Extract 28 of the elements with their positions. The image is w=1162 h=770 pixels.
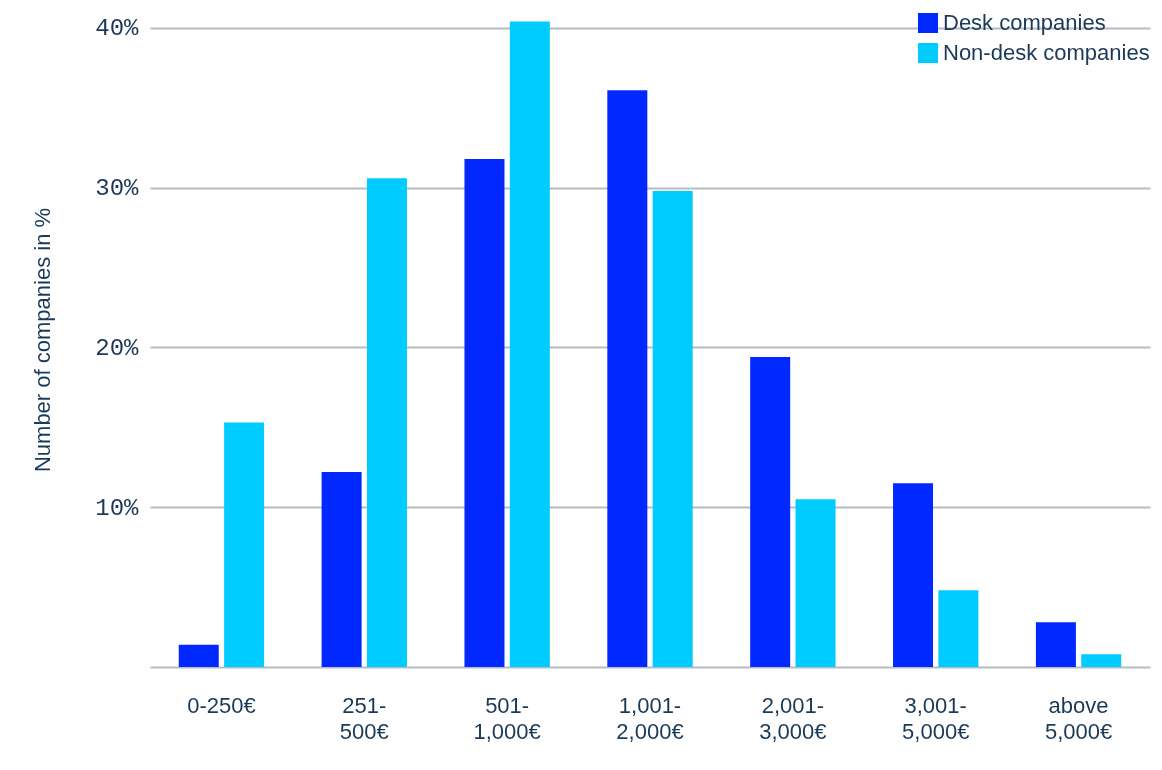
bar bbox=[509, 21, 550, 667]
bar bbox=[607, 90, 648, 667]
y-tick-label: 20% bbox=[95, 334, 140, 362]
x-tick-label: 501- 1,000€ bbox=[473, 692, 541, 744]
bar bbox=[464, 158, 505, 667]
bar bbox=[938, 590, 979, 667]
bar bbox=[750, 357, 791, 667]
bar bbox=[893, 483, 934, 667]
bar bbox=[652, 190, 693, 667]
x-tick-label: 3,001- 5,000€ bbox=[902, 692, 970, 744]
y-tick-label: 10% bbox=[95, 494, 140, 522]
x-tick-label: above 5,000€ bbox=[1044, 692, 1113, 744]
bar bbox=[224, 422, 265, 667]
bar bbox=[1081, 654, 1122, 667]
bar bbox=[795, 499, 836, 667]
bar bbox=[366, 178, 407, 667]
legend-label: Desk companies bbox=[943, 10, 1106, 35]
bar bbox=[178, 644, 219, 667]
y-axis-title: Number of companies in % bbox=[30, 207, 56, 473]
bar bbox=[1035, 622, 1076, 667]
x-tick-label: 0-250€ bbox=[187, 692, 256, 718]
y-tick-label: 40% bbox=[95, 15, 140, 43]
bar bbox=[321, 472, 362, 667]
x-tick-label: 251- 500€ bbox=[339, 692, 389, 744]
x-tick-label: 1,001- 2,000€ bbox=[616, 692, 684, 744]
x-tick-label: 2,001- 3,000€ bbox=[759, 692, 827, 744]
y-tick-label: 30% bbox=[95, 175, 140, 203]
legend-label: Non-desk companies bbox=[943, 40, 1150, 65]
